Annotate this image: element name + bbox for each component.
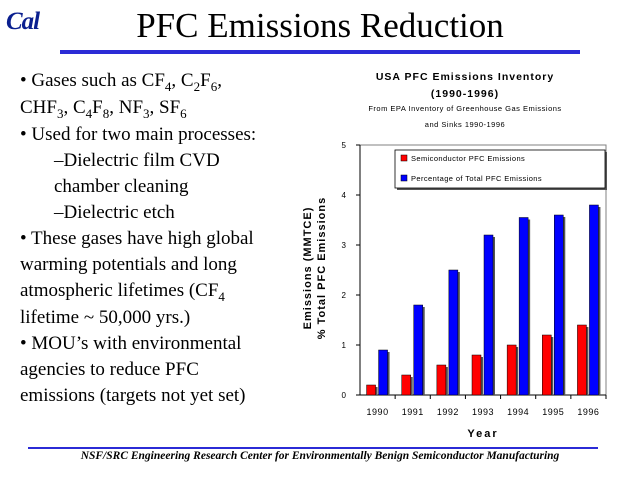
bullet-mou-line1: • MOU’s with environmental [20, 333, 242, 354]
chart-title-line2: (1990-1996) [431, 88, 499, 100]
y-axis-label-1: Emissions (MMTCE) [302, 207, 314, 330]
bullet-text: F [200, 70, 211, 91]
bar-semiconductor [366, 384, 376, 396]
subscript: 4 [164, 79, 172, 94]
bar-percentage [413, 304, 423, 396]
y-tick-label: 2 [342, 291, 347, 300]
bar-semiconductor [577, 324, 587, 396]
y-axis-label-2: % Total PFC Emissions [316, 197, 328, 339]
x-tick-label: 1993 [472, 407, 494, 417]
subscript: 2 [193, 79, 201, 94]
bullet-text: • Gases such as CF [20, 70, 165, 91]
x-axis-label: Year [467, 428, 498, 440]
y-tick-label: 3 [342, 241, 347, 250]
bullet-text: chamber cleaning [54, 176, 189, 197]
bullet-gwp-line1: • These gases have high global [20, 228, 254, 249]
bar-percentage [378, 349, 388, 396]
plot-area: 0 1 2 3 4 5 1990 1991 1992 1993 1994 1995 1996 Semico… [342, 141, 607, 417]
chart-subtitle-line2: and Sinks 1990-1996 [425, 120, 505, 129]
bar-semiconductor [506, 344, 517, 396]
x-tick-label: 1992 [437, 407, 459, 417]
slide-title: PFC Emissions Reduction [136, 6, 504, 45]
bullet-text: , C [171, 70, 194, 91]
bullet-text: , NF [109, 97, 144, 118]
y-tick-label: 5 [342, 141, 347, 150]
sub-bullet-cvd-line2: chamber cleaning [20, 174, 310, 200]
legend-swatch [400, 154, 408, 162]
bullet-mou-line2: agencies to reduce PFC [20, 359, 199, 380]
bullet-gwp-line4: lifetime ~ 50,000 yrs.) [20, 307, 191, 328]
x-tick-label: 1996 [577, 407, 599, 417]
bar-percentage [448, 269, 459, 396]
bullet-gwp-line3: atmospheric lifetimes (CF4 [20, 278, 310, 305]
bar-percentage [589, 204, 599, 396]
bullet-text: CHF [20, 97, 57, 118]
y-tick-label: 4 [342, 191, 347, 200]
bullet-text: F [92, 97, 103, 118]
bullet-text: , C [63, 97, 86, 118]
footer-rule [28, 447, 598, 449]
x-tick-label: 1994 [507, 407, 529, 417]
x-tick-label: 1995 [542, 407, 564, 417]
subscript: 4 [85, 106, 93, 121]
y-tick-label: 1 [342, 341, 347, 350]
legend-label: Semiconductor PFC Emissions [411, 154, 525, 163]
sub-bullet-etch: –Dielectric etch [54, 202, 175, 223]
subscript: 6 [210, 79, 218, 94]
legend-box [394, 149, 606, 189]
bar-percentage [518, 217, 529, 396]
bar-semiconductor [401, 374, 411, 396]
title-underline [60, 50, 580, 54]
footer-text: NSF/SRC Engineering Research Center for … [80, 450, 560, 462]
bullet-text: , [217, 70, 222, 91]
bullet-gases-line2: CHF3, C4F8, NF3, SF6 [20, 95, 310, 122]
subscript: 8 [102, 106, 110, 121]
bullet-mou-line3: emissions (targets not yet set) [20, 385, 246, 406]
bar-semiconductor [436, 364, 447, 396]
legend-swatch [400, 174, 408, 182]
subscript: 4 [218, 289, 225, 304]
bar-percentage [554, 214, 564, 396]
bullet-processes: • Used for two main processes: [20, 124, 257, 145]
bar-percentage [483, 234, 494, 396]
subscript: 3 [143, 106, 150, 121]
bullet-gwp-line2: warming potentials and long [20, 254, 237, 275]
bar-semiconductor [542, 334, 552, 396]
chart-title-line1: USA PFC Emissions Inventory [376, 71, 554, 83]
x-tick-label: 1991 [402, 407, 424, 417]
x-tick-label: 1990 [367, 407, 389, 417]
cal-logo: Cal [6, 8, 40, 35]
legend-label: Percentage of Total PFC Emissions [411, 174, 542, 183]
y-tick-label: 0 [342, 391, 347, 400]
sub-bullet-cvd-line1: –Dielectric film CVD [54, 150, 220, 171]
subscript: 3 [56, 106, 64, 121]
bullet-text: , SF [149, 97, 181, 118]
bullet-gases-line1: • Gases such as CF4, C2F6, [20, 68, 310, 95]
bullet-text: atmospheric lifetimes (CF [20, 280, 219, 301]
chart-subtitle-line1: From EPA Inventory of Greenhouse Gas Emi… [368, 104, 561, 113]
subscript: 6 [180, 106, 187, 121]
bullet-list: • Gases such as CF4, C2F6, CHF3, C4F8, N… [20, 68, 310, 409]
bar-semiconductor [471, 354, 482, 396]
